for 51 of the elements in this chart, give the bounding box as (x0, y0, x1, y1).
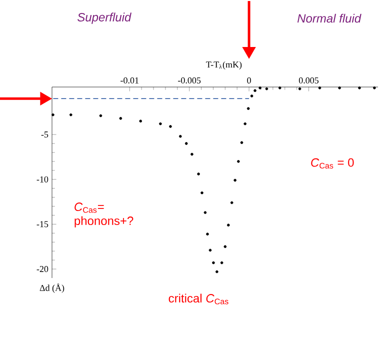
point (204, 211, 207, 214)
point (208, 248, 212, 252)
annotation: C$_{Cas}$ = 0 (311, 158, 354, 169)
x-tick-label: -0.01 (120, 77, 138, 84)
y-tick-label: -5 (41, 132, 48, 138)
point (178, 134, 182, 138)
point (240, 141, 244, 144)
y-tick-label: -15 (36, 221, 48, 228)
y-axis-title: Δd (Å) (40, 284, 64, 293)
point (52, 113, 54, 116)
text: critical C$_{Cas}$ (168, 294, 228, 304)
point (220, 261, 224, 264)
point (373, 86, 376, 90)
point (139, 120, 142, 122)
point (190, 152, 194, 156)
point (254, 89, 256, 92)
y-tick-label: -10 (36, 176, 48, 182)
point (244, 122, 246, 126)
point (197, 172, 200, 176)
point (99, 114, 102, 118)
point (206, 232, 209, 236)
point (358, 86, 361, 90)
point (278, 86, 282, 90)
point (318, 86, 322, 90)
point (200, 191, 204, 194)
y-tick-label: -20 (36, 266, 48, 272)
annotation: C$_{Cas}$= phonons+? (74, 202, 134, 228)
point (298, 87, 302, 90)
x-tick-label: -0.005 (178, 77, 201, 84)
x-tick-label: 0 (247, 77, 251, 84)
text: Superfluid (77, 12, 132, 24)
text: Normal fluid (297, 14, 362, 23)
point (250, 94, 254, 98)
point (237, 160, 240, 163)
point (258, 86, 262, 90)
point (184, 142, 188, 145)
point (119, 116, 122, 120)
point (216, 270, 218, 274)
x-axis-title: T-T$_{λ}$(mK) (206, 61, 242, 70)
x-tick-label: 0.005 (298, 77, 319, 84)
point (69, 113, 72, 116)
point (159, 122, 162, 126)
point (265, 87, 268, 90)
point (338, 86, 341, 90)
point (169, 125, 172, 128)
point (234, 178, 236, 182)
point (212, 261, 215, 264)
point (246, 107, 250, 110)
point (226, 224, 230, 226)
point (224, 245, 227, 248)
point (230, 201, 234, 204)
